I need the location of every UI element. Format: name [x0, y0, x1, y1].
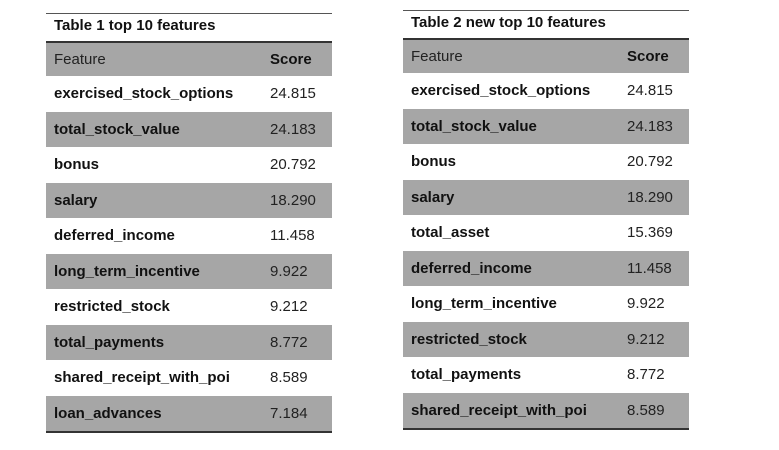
feature-cell: total_stock_value	[54, 120, 180, 138]
feature-cell: long_term_incentive	[54, 262, 200, 280]
table-row: restricted_stock 9.212	[46, 289, 332, 325]
feature-cell: bonus	[54, 156, 99, 174]
table-1: Table 1 top 10 features Feature Score ex…	[46, 13, 332, 433]
table-1-caption: Table 1 top 10 features	[46, 13, 332, 43]
score-cell: 18.290	[270, 191, 316, 209]
score-cell: 7.184	[270, 404, 308, 422]
table-row: salary 18.290	[403, 179, 689, 215]
score-cell: 9.922	[627, 295, 665, 313]
score-cell: 24.815	[270, 85, 316, 103]
score-column-header: Score	[627, 48, 669, 65]
feature-cell: total_asset	[411, 224, 490, 242]
table-row: exercised_stock_options 24.815	[403, 73, 689, 109]
score-cell: 9.212	[627, 330, 665, 348]
table-row: bonus 20.792	[46, 147, 332, 183]
score-cell: 20.792	[270, 156, 316, 174]
table-row: shared_receipt_with_poi 8.589	[46, 360, 332, 396]
table-row: restricted_stock 9.212	[403, 321, 689, 357]
score-cell: 20.792	[627, 153, 673, 171]
table-2: Table 2 new top 10 features Feature Scor…	[403, 10, 689, 430]
feature-cell: exercised_stock_options	[54, 85, 234, 103]
score-cell: 8.772	[627, 366, 665, 384]
table-row: exercised_stock_options 24.815	[46, 76, 332, 112]
feature-cell: shared_receipt_with_poi	[54, 369, 230, 387]
table-row: bonus 20.792	[403, 144, 689, 180]
score-cell: 18.290	[627, 188, 673, 206]
table-row: total_stock_value 24.183	[403, 108, 689, 144]
table-2-caption: Table 2 new top 10 features	[403, 10, 689, 40]
table-row: total_payments 8.772	[403, 357, 689, 393]
feature-cell: shared_receipt_with_poi	[411, 401, 587, 419]
score-cell: 15.369	[627, 224, 673, 242]
score-cell: 8.589	[270, 369, 308, 387]
feature-column-header: Feature	[54, 51, 106, 68]
feature-cell: salary	[54, 191, 98, 209]
score-cell: 11.458	[270, 227, 315, 245]
table-2-body: exercised_stock_options 24.815 total_stock…	[403, 73, 689, 428]
feature-cell: restricted_stock	[54, 298, 170, 316]
score-column-header: Score	[270, 51, 312, 68]
table-row: loan_advances 7.184	[46, 395, 332, 431]
feature-cell: exercised_stock_options	[411, 82, 591, 100]
table-row: total_stock_value 24.183	[46, 111, 332, 147]
feature-column-header: Feature	[411, 48, 463, 65]
score-cell: 24.183	[627, 117, 673, 135]
table-1-body: exercised_stock_options 24.815 total_stock…	[46, 76, 332, 431]
table-row: long_term_incentive 9.922	[46, 253, 332, 289]
table-1-header-row: Feature Score	[46, 43, 332, 76]
feature-cell: deferred_income	[54, 227, 175, 245]
feature-cell: total_payments	[411, 366, 522, 384]
table-row: shared_receipt_with_poi 8.589	[403, 392, 689, 428]
feature-cell: deferred_income	[411, 259, 532, 277]
score-cell: 8.589	[627, 401, 665, 419]
feature-cell: total_stock_value	[411, 117, 537, 135]
feature-cell: long_term_incentive	[411, 295, 557, 313]
score-cell: 9.922	[270, 262, 308, 280]
table-row: salary 18.290	[46, 182, 332, 218]
table-row: deferred_income 11.458	[46, 218, 332, 254]
score-cell: 24.183	[270, 120, 316, 138]
feature-cell: salary	[411, 188, 455, 206]
feature-cell: bonus	[411, 153, 456, 171]
table-2-header-row: Feature Score	[403, 40, 689, 73]
score-cell: 8.772	[270, 333, 308, 351]
table-row: total_payments 8.772	[46, 324, 332, 360]
feature-cell: restricted_stock	[411, 330, 527, 348]
table-row: deferred_income 11.458	[403, 250, 689, 286]
feature-cell: loan_advances	[54, 404, 162, 422]
score-cell: 24.815	[627, 82, 673, 100]
feature-cell: total_payments	[54, 333, 165, 351]
score-cell: 9.212	[270, 298, 308, 316]
score-cell: 11.458	[627, 259, 672, 277]
table-row: total_asset 15.369	[403, 215, 689, 251]
table-row: long_term_incentive 9.922	[403, 286, 689, 322]
